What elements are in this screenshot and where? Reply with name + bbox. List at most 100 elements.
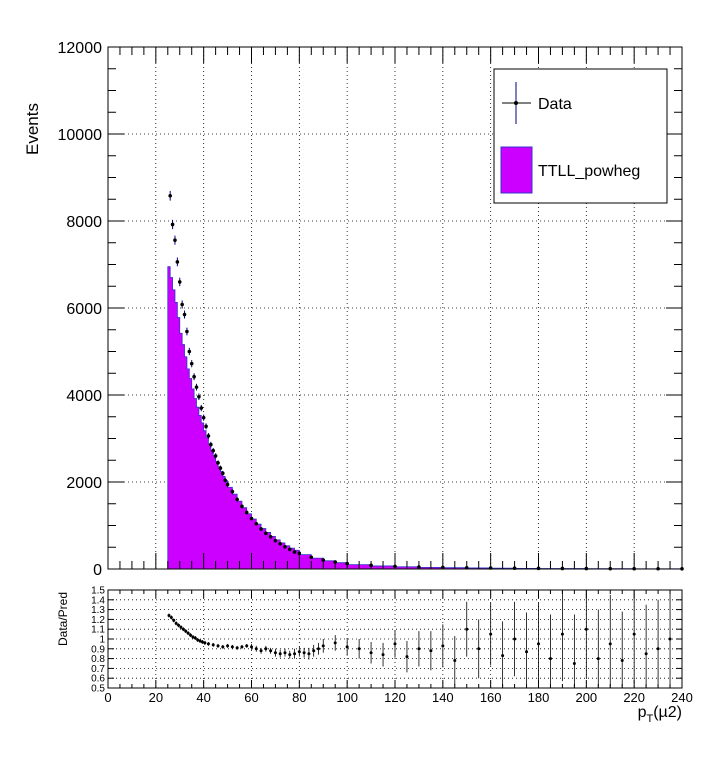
ratio-point	[302, 651, 306, 655]
ratio-point	[174, 621, 178, 625]
ratio-y-tick-label: 1.3	[91, 605, 105, 616]
ratio-point	[221, 645, 225, 649]
ratio-y-tick-label: 1.5	[91, 586, 105, 597]
data-point	[213, 454, 218, 458]
data-point	[177, 280, 182, 284]
legend-entry-data: Data	[502, 82, 572, 124]
ratio-point	[206, 642, 210, 646]
ratio-point	[259, 649, 263, 653]
ratio-y-tick-label: 0.5	[91, 684, 105, 695]
data-point	[211, 448, 216, 453]
ratio-point	[608, 642, 612, 646]
data-point	[254, 521, 259, 526]
data-point	[240, 504, 244, 509]
ratio-point	[216, 644, 220, 648]
ratio-point	[211, 643, 215, 647]
ratio-point	[321, 644, 325, 648]
ratio-point	[632, 632, 636, 636]
ratio-point	[293, 652, 297, 656]
data-point	[221, 471, 225, 476]
main-axes: 0 2000 4000 6000 8000 10000 12000	[58, 40, 683, 579]
ratio-point	[393, 642, 397, 646]
main-y-tick-label: 12000	[58, 40, 103, 57]
data-point	[273, 538, 278, 543]
data-point	[170, 222, 175, 227]
data-point	[223, 478, 227, 483]
ratio-point	[453, 659, 457, 663]
ratio-point	[254, 647, 258, 651]
ratio-point	[489, 632, 493, 636]
ratio-point	[560, 632, 564, 636]
data-point	[230, 489, 235, 494]
ratio-point	[189, 633, 193, 637]
ratio-x-tick-label: 200	[575, 690, 597, 705]
ratio-point	[501, 654, 505, 658]
ratio-x-tick-label: 240	[671, 690, 693, 705]
data-point	[244, 510, 249, 515]
data-point	[175, 260, 180, 264]
ratio-point	[513, 637, 517, 641]
legend-entry-ttll: TTLL_powheg	[500, 146, 640, 194]
ratio-x-tick-label: 60	[244, 690, 258, 705]
ratio-point	[429, 649, 433, 653]
ratio-x-axis-label: pT(µ2)	[638, 704, 682, 725]
ratio-point	[345, 645, 349, 649]
ratio-point	[572, 662, 576, 665]
ratio-point	[288, 653, 292, 657]
main-y-tick-label: 8000	[66, 214, 102, 231]
ratio-point	[245, 644, 249, 648]
ratio-y-tick-label: 1	[99, 635, 105, 646]
main-y-tick-label: 6000	[66, 301, 102, 318]
data-point	[173, 238, 177, 242]
data-point	[204, 424, 208, 429]
main-grid	[108, 47, 682, 569]
ratio-point	[381, 653, 385, 657]
ratio-x-tick-label: 40	[196, 690, 210, 705]
ratio-point	[477, 647, 481, 651]
data-point	[287, 547, 292, 552]
ratio-point	[191, 635, 195, 639]
ratio-point	[312, 649, 316, 653]
ratio-point	[273, 651, 277, 655]
ratio-point	[357, 647, 361, 651]
ratio-point	[230, 645, 234, 649]
ratio-y-tick-label: 0.6	[91, 674, 105, 685]
ratio-point	[264, 647, 268, 651]
ratio-point	[240, 645, 244, 649]
ratio-x-tick-label: 120	[384, 690, 406, 705]
main-panel: 0 2000 4000 6000 8000 10000 12000 Events Data …	[23, 40, 684, 579]
data-point	[168, 193, 172, 198]
ratio-axes: 0.50.60.70.80.911.11.21.31.41.5 0 20 40 60 80…	[91, 586, 693, 706]
ratio-y-tick-label: 0.9	[91, 644, 105, 655]
ratio-point	[250, 645, 253, 649]
legend-ttll-swatch	[500, 146, 533, 194]
ratio-point	[333, 641, 337, 645]
data-point	[259, 527, 263, 531]
ratio-point	[417, 647, 421, 651]
data-point	[264, 531, 268, 536]
ratio-y-tick-label: 0.7	[91, 664, 105, 675]
data-point	[182, 312, 187, 317]
main-y-tick-label: 4000	[66, 388, 102, 405]
ratio-x-tick-label: 180	[528, 690, 550, 705]
data-point	[235, 497, 239, 502]
ratio-y-tick-label: 1.2	[91, 615, 105, 626]
ratio-x-tick-label: 220	[623, 690, 645, 705]
ratio-point	[584, 627, 588, 631]
data-point	[192, 374, 196, 379]
ratio-point	[316, 647, 320, 651]
data-point	[225, 482, 230, 487]
ratio-point	[525, 650, 529, 654]
data-point	[292, 550, 297, 554]
ratio-point	[537, 642, 540, 646]
ratio-point	[644, 652, 648, 656]
data-point	[283, 545, 287, 549]
ratio-point	[596, 657, 600, 661]
ratio-point	[177, 623, 181, 627]
ratio-point	[184, 629, 188, 633]
ratio-point	[269, 649, 273, 653]
data-point	[209, 442, 213, 447]
data-point	[321, 558, 326, 562]
data-point	[218, 466, 223, 470]
ratio-point	[668, 637, 672, 641]
